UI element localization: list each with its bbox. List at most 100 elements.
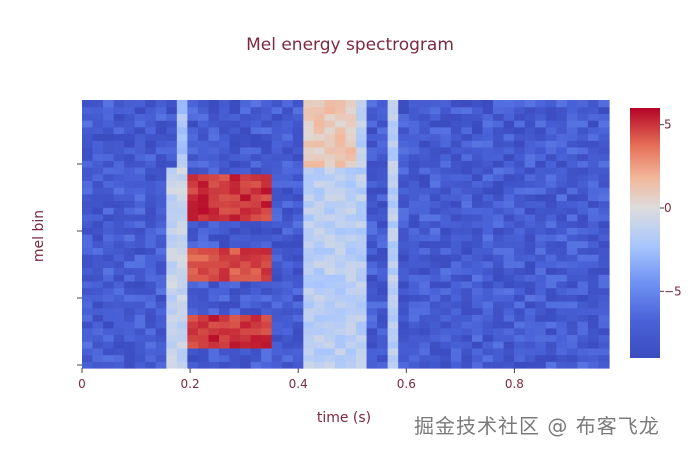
heatmap-cell [176,106,188,114]
heatmap-cell [524,140,536,148]
heatmap-cell [250,213,262,222]
heatmap-cell [219,187,231,195]
heatmap-cell [261,334,273,342]
heatmap-cell [92,120,104,128]
heatmap-cell [566,207,578,215]
heatmap-cell [103,321,115,329]
heatmap-cell [282,133,294,141]
heatmap-cell [134,133,146,141]
heatmap-cell [313,234,326,242]
heatmap-cell [514,260,526,269]
heatmap-cell [503,113,515,121]
heatmap-cell [493,207,505,215]
heatmap-cell [303,361,315,369]
heatmap-cell [303,106,315,114]
heatmap-cell [187,193,199,202]
heatmap-cell [471,200,484,208]
heatmap-cell [545,354,557,362]
heatmap-cell [219,280,231,289]
heatmap-cell [103,126,115,135]
heatmap-cell [82,200,94,208]
heatmap-cell [187,334,199,342]
heatmap-cell [524,207,536,215]
heatmap-cell [471,153,484,161]
heatmap-cell [113,167,125,175]
heatmap-cell [419,140,431,148]
heatmap-cell [408,213,420,222]
heatmap-cell [82,106,94,114]
heatmap-cell [124,267,136,275]
heatmap-cell [219,133,231,141]
heatmap-cell [197,361,210,369]
heatmap-cell [356,247,368,255]
heatmap-cell [324,234,336,242]
heatmap-cell [556,234,568,242]
heatmap-cell [240,120,252,128]
heatmap-cell [366,314,378,322]
heatmap-cell [176,173,188,181]
heatmap-cell [313,287,326,295]
heatmap-cell [493,106,505,114]
heatmap-cell [566,193,578,202]
heatmap-cell [345,314,357,322]
heatmap-cell [92,187,104,195]
heatmap-cell [292,173,304,181]
heatmap-cell [514,274,526,282]
heatmap-cell [398,180,410,188]
heatmap-cell [356,140,368,148]
heatmap-cell [155,173,167,181]
heatmap-cell [345,280,357,289]
heatmap-cell [166,227,178,235]
heatmap-cell [429,301,441,309]
heatmap-cell [535,113,547,121]
heatmap-cell [324,140,336,148]
heatmap-cell [577,287,589,295]
heatmap-cell [271,254,283,262]
heatmap-cell [334,106,347,114]
heatmap-cell [429,146,441,155]
heatmap-cell [524,120,536,128]
heatmap-cell [134,140,146,148]
heatmap-cell [303,200,315,208]
heatmap-cell [566,267,578,275]
heatmap-cell [208,314,220,322]
heatmap-cell [250,160,262,168]
heatmap-cell [493,193,505,202]
heatmap-cell [514,247,526,255]
heatmap-cell [324,361,336,369]
heatmap-cell [461,173,473,181]
heatmap-cell [503,280,515,289]
heatmap-cell [493,100,505,108]
heatmap-cell [471,321,484,329]
heatmap-cell [440,314,452,322]
heatmap-cell [124,234,136,242]
heatmap-cell [166,354,178,362]
heatmap-cell [176,133,188,141]
heatmap-cell [482,227,494,235]
heatmap-cell [556,207,568,215]
heatmap-cell [208,106,220,114]
heatmap-cell [271,274,283,282]
heatmap-cell [440,294,452,302]
heatmap-cell [377,120,389,128]
heatmap-cell [387,314,399,322]
heatmap-cell [282,314,294,322]
heatmap-cell [419,180,431,188]
heatmap-cell [124,207,136,215]
heatmap-cell [103,113,115,121]
heatmap-cell [145,247,157,255]
heatmap-cell [587,354,600,362]
heatmap-cell [261,100,273,108]
heatmap-cell [429,354,441,362]
heatmap-cell [208,301,220,309]
heatmap-cell [598,120,610,128]
heatmap-cell [313,140,326,148]
heatmap-cell [566,227,578,235]
heatmap-cell [313,240,326,248]
heatmap-cell [535,227,547,235]
heatmap-cell [545,146,557,155]
heatmap-cell [187,274,199,282]
heatmap-cell [219,113,231,121]
heatmap-cell [524,267,536,275]
heatmap-cell [503,334,515,342]
